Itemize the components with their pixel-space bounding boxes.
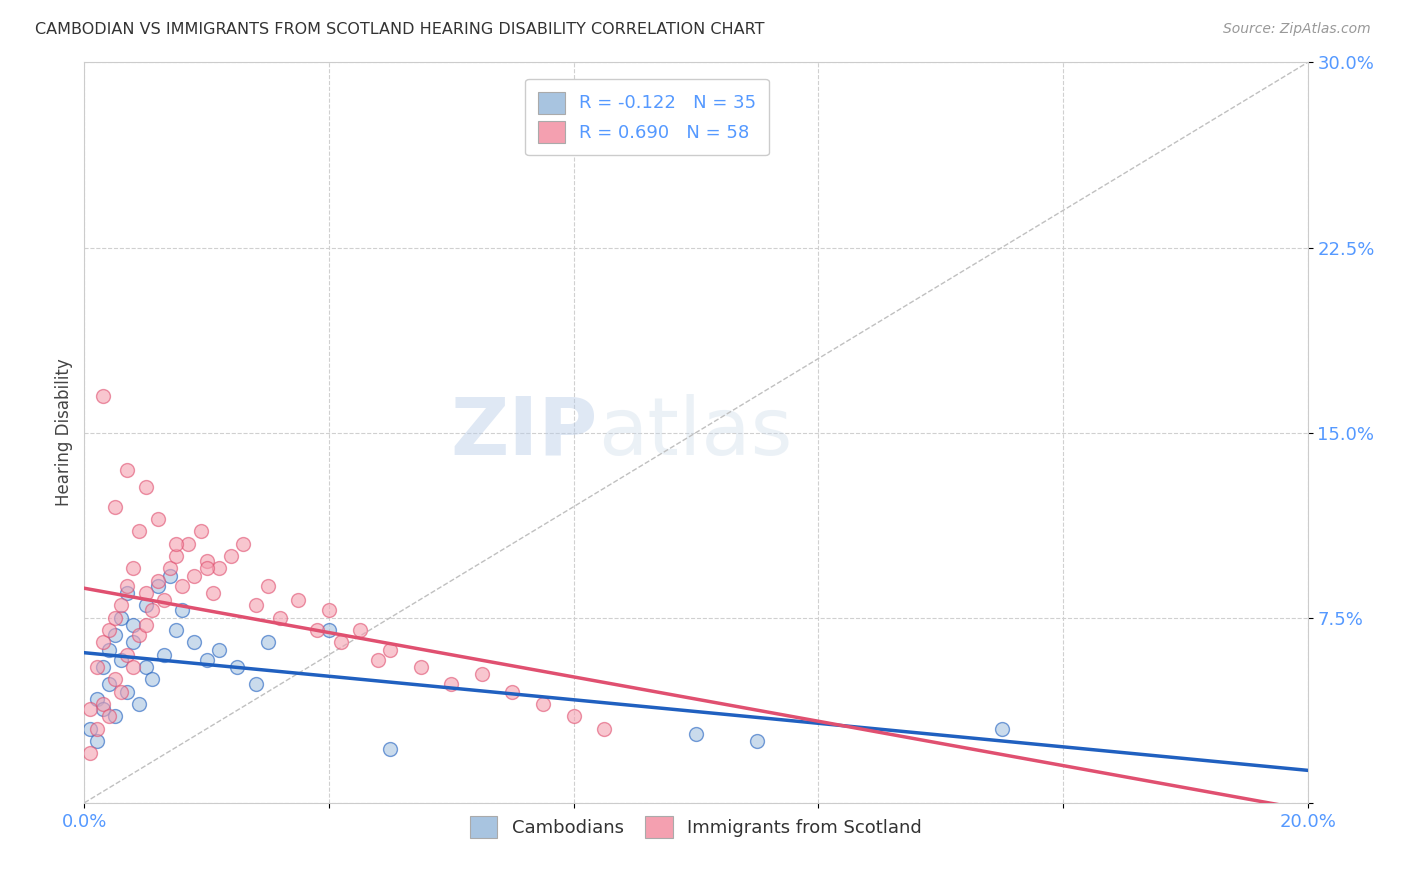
Point <box>172 603 194 617</box>
Point <box>471 667 494 681</box>
Point <box>159 561 181 575</box>
Point <box>122 561 145 575</box>
Point <box>195 554 218 568</box>
Point <box>257 579 280 593</box>
Point <box>183 635 205 649</box>
Point <box>159 568 181 582</box>
Point <box>110 653 132 667</box>
Text: Source: ZipAtlas.com: Source: ZipAtlas.com <box>1223 22 1371 37</box>
Point <box>110 685 132 699</box>
Point <box>128 697 150 711</box>
Point <box>86 734 108 748</box>
Point <box>562 709 585 723</box>
Point <box>165 536 187 550</box>
Point <box>177 536 200 550</box>
Point <box>153 593 176 607</box>
Point <box>232 536 254 550</box>
Point <box>245 677 267 691</box>
Point <box>172 579 194 593</box>
Point <box>135 586 157 600</box>
Point <box>86 692 108 706</box>
Point <box>104 628 127 642</box>
Point <box>115 685 138 699</box>
Point <box>97 677 120 691</box>
Point <box>104 673 127 687</box>
Point <box>146 512 169 526</box>
Point <box>115 462 138 476</box>
Point <box>380 642 402 657</box>
Point <box>201 586 224 600</box>
Y-axis label: Hearing Disability: Hearing Disability <box>55 359 73 507</box>
Point <box>110 610 132 624</box>
Point <box>97 709 120 723</box>
Point <box>110 599 132 613</box>
Legend: Cambodians, Immigrants from Scotland: Cambodians, Immigrants from Scotland <box>463 809 929 846</box>
Point <box>122 618 145 632</box>
Point <box>440 677 463 691</box>
Text: CAMBODIAN VS IMMIGRANTS FROM SCOTLAND HEARING DISABILITY CORRELATION CHART: CAMBODIAN VS IMMIGRANTS FROM SCOTLAND HE… <box>35 22 765 37</box>
Point <box>183 568 205 582</box>
Point <box>104 610 127 624</box>
Point <box>502 685 524 699</box>
Point <box>287 593 309 607</box>
Point <box>97 623 120 637</box>
Point <box>91 702 114 716</box>
Point <box>269 610 291 624</box>
Point <box>86 660 108 674</box>
Point <box>91 697 114 711</box>
Point <box>318 623 340 637</box>
Point <box>128 628 150 642</box>
Point <box>91 635 114 649</box>
Point <box>141 603 163 617</box>
Point <box>122 660 145 674</box>
Point <box>122 635 145 649</box>
Text: atlas: atlas <box>598 393 793 472</box>
Point <box>135 480 157 494</box>
Point <box>86 722 108 736</box>
Point <box>79 702 101 716</box>
Point <box>128 524 150 539</box>
Point <box>318 603 340 617</box>
Point <box>115 648 138 662</box>
Point <box>115 586 138 600</box>
Point <box>104 709 127 723</box>
Point <box>409 660 432 674</box>
Point <box>380 741 402 756</box>
Point <box>91 388 114 402</box>
Point <box>330 635 353 649</box>
Point <box>91 660 114 674</box>
Point <box>685 727 707 741</box>
Point <box>305 623 328 637</box>
Point <box>195 653 218 667</box>
Point <box>79 747 101 761</box>
Point <box>165 549 187 563</box>
Point <box>349 623 371 637</box>
Point <box>104 500 127 514</box>
Point <box>165 623 187 637</box>
Point <box>153 648 176 662</box>
Point <box>367 653 389 667</box>
Point <box>190 524 212 539</box>
Point <box>208 561 231 575</box>
Point <box>141 673 163 687</box>
Point <box>245 599 267 613</box>
Point <box>747 734 769 748</box>
Point <box>135 660 157 674</box>
Point <box>991 722 1014 736</box>
Point <box>257 635 280 649</box>
Point <box>531 697 554 711</box>
Point <box>79 722 101 736</box>
Point <box>115 579 138 593</box>
Point <box>135 618 157 632</box>
Point <box>195 561 218 575</box>
Point <box>208 642 231 657</box>
Point <box>135 599 157 613</box>
Point <box>146 574 169 588</box>
Point <box>226 660 249 674</box>
Point <box>593 722 616 736</box>
Point <box>219 549 242 563</box>
Text: ZIP: ZIP <box>451 393 598 472</box>
Point <box>97 642 120 657</box>
Point <box>146 579 169 593</box>
